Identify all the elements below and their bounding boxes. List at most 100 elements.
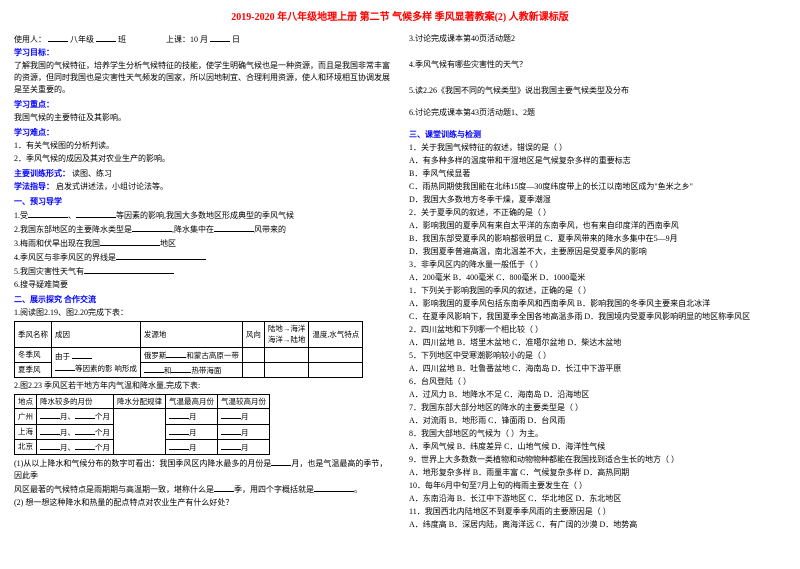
t: 等因素的影 响形成 <box>75 364 137 373</box>
question-item: 2．关于夏季风的叙述，不正确的是（ ） <box>409 207 786 219</box>
td: 夏季风 <box>15 362 52 377</box>
question-item: A．200毫米 B．400毫米 C．800毫米 D．1000毫米 <box>409 272 786 284</box>
td <box>309 347 363 362</box>
t: 风带来的 <box>254 225 286 234</box>
blank <box>75 410 95 419</box>
header-row: 使用人： 八年级 班 上课：10 月 日 <box>14 33 391 46</box>
t: 4.季风区与非季风区的界线是 <box>14 253 116 262</box>
blank <box>221 410 241 419</box>
td: 广州 <box>15 409 37 424</box>
t: (1)从以上降水和气候分布的数字可看出：我国季风区内降水最多的月份是 <box>14 459 271 468</box>
td: 俄罗斯 和蒙古高原一带 <box>140 347 242 362</box>
td: 月 <box>218 424 270 439</box>
train-heading: 主要训练形式： <box>14 169 70 178</box>
blank <box>169 410 189 419</box>
t: 月 <box>241 443 249 452</box>
question-list: 1．关于我国气候特征的叙述，错误的是（ ）A．有多种多样的温度带和干湿地区是气候… <box>409 142 786 531</box>
question-item: A．对流雨 B．地形雨 C．锋面雨 D．台风雨 <box>409 415 786 427</box>
goal-text: 了解我国的气候特征，培养学生分析气候特征的技能，使学生明确气候也是一种资源，而且… <box>14 60 391 96</box>
ban: 班 <box>118 35 126 44</box>
train-row: 主要训练形式： 读图、练习 <box>14 168 391 180</box>
table-1: 季风名称 成因 发源地 风向 陆地→海洋 海洋→陆地 温度,水气特点 冬季风 由… <box>14 321 363 378</box>
pv6: 6.搜寻疑难简要 <box>14 279 391 291</box>
train-text: 读图、练习 <box>72 169 112 178</box>
class-label: 上课：10 月 <box>166 35 208 44</box>
th: 降水分配规律 <box>114 395 166 409</box>
td: 月、 个月 <box>37 424 114 439</box>
grade: 八年级 <box>70 35 94 44</box>
t: 个月 <box>95 412 110 421</box>
t: 。 <box>354 485 362 494</box>
blank <box>210 33 230 42</box>
question-item: A．四川盆地 B．吐鲁番盆地 C．海南岛 D．长江中下游平原 <box>409 363 786 375</box>
note1: (1)从以上降水和气候分布的数字可看出：我国季风区内降水最多的月份是月，也是气温… <box>14 457 391 482</box>
t: 月 <box>241 412 249 421</box>
t: 个月 <box>95 443 110 452</box>
t: 5.我国灾害性天气有 <box>14 267 84 276</box>
td <box>114 409 166 455</box>
question-item: 10．每年6月中旬至7月上旬的梅雨主要发生在（ ） <box>409 480 786 492</box>
td <box>264 347 309 362</box>
blank <box>271 457 291 466</box>
th: 风向 <box>242 322 264 348</box>
question-item: A．有多种多样的温度带和干湿地区是气候复杂多样的重要标志 <box>409 155 786 167</box>
td: 冬季风 <box>15 347 52 362</box>
th: 陆地→海洋 海洋→陆地 <box>264 322 309 348</box>
blank <box>116 251 206 260</box>
preview-heading: 一、预习导学 <box>14 196 391 208</box>
th: 气温最高月份 <box>166 395 218 409</box>
blank <box>144 364 164 373</box>
s2-fig: 2.图2.23 季风区若干地方年内气温和降水量,完成下表: <box>14 380 391 392</box>
question-item: D．我国夏季普遍高温，南北温差不大，主要原因是受夏季风的影响 <box>409 246 786 258</box>
td: 由于 等因素的影 响形成 <box>52 347 141 378</box>
user-label: 使用人： <box>14 35 46 44</box>
question-item: A．纬度高 B．深居内陆，离海洋远 C．有广阔的沙漠 D．地势高 <box>409 519 786 531</box>
question-item: A．地形复杂多样 B．雨量丰富 C．气候复杂多样 D．高热同期 <box>409 467 786 479</box>
question-item: A．四川盆地 B．塔里木盆地 C．准噶尔盆地 D．柴达木盆地 <box>409 337 786 349</box>
section3-heading: 三、课堂训练与检测 <box>409 129 786 141</box>
blank <box>100 237 160 246</box>
method-text: 启发式讲述法，小组讨论法等。 <box>56 182 168 191</box>
t: 月、 <box>60 443 75 452</box>
th: 发源地 <box>140 322 242 348</box>
t: 月 <box>189 412 197 421</box>
diff-heading: 学习难点： <box>14 127 391 139</box>
t: 月、 <box>60 428 75 437</box>
pv5: 5.我国灾害性天气有 <box>14 265 391 278</box>
doc-title: 2019-2020 年八年级地理上册 第二节 气候多样 季风显著教案(2) 人教… <box>14 10 786 25</box>
blank <box>214 483 234 492</box>
th: 成因 <box>52 322 141 348</box>
td <box>242 347 264 362</box>
blank <box>166 349 186 358</box>
blank <box>40 410 60 419</box>
goal-heading: 学习目标： <box>14 47 391 59</box>
question-item: A．东南沿海 B．长江中下游地区 C．华北地区 D．东北地区 <box>409 493 786 505</box>
q3: 3.讨论完成课本第40页活动题2 <box>409 33 786 45</box>
blank <box>96 33 116 42</box>
blank <box>40 441 60 450</box>
t: 俄罗斯 <box>144 351 167 360</box>
t: 热带海面 <box>191 366 221 375</box>
td <box>264 362 309 377</box>
note2: (2) 想一想这种降水和热量的配点特点对农业生产有什么好处？ <box>14 497 391 509</box>
question-item: 5．下列地区中受寒潮影响较小的是（ ） <box>409 350 786 362</box>
t: 和蒙古高原一带 <box>186 351 239 360</box>
t: 个月 <box>95 428 110 437</box>
t: 月 <box>189 428 197 437</box>
s2-read: 1.阅读图2.19、图2.20完成下表： <box>14 307 391 319</box>
blank <box>72 350 92 359</box>
t: 地区 <box>160 239 176 248</box>
td: 北京 <box>15 439 37 454</box>
t: ,降水集中在 <box>172 225 214 234</box>
td: 月 <box>218 439 270 454</box>
t: 由于 <box>55 352 72 361</box>
td: 和热带海面 <box>140 362 242 377</box>
ri: 日 <box>232 35 240 44</box>
question-item: C．雨热同期使我国能在北纬15度—30度纬度带上的长江以南地区成为"鱼米之乡" <box>409 181 786 193</box>
td: 月 <box>218 409 270 424</box>
blank <box>55 362 75 371</box>
table-2: 地点 降水较多的月份 降水分配规律 气温最高月份 气温较高月份 广州 月、个月 … <box>14 394 270 455</box>
question-item: 1．关于我国气候特征的叙述，错误的是（ ） <box>409 142 786 154</box>
t: 月 <box>189 443 197 452</box>
question-item: 3．非季风区内的降水量一般低于（ ） <box>409 259 786 271</box>
